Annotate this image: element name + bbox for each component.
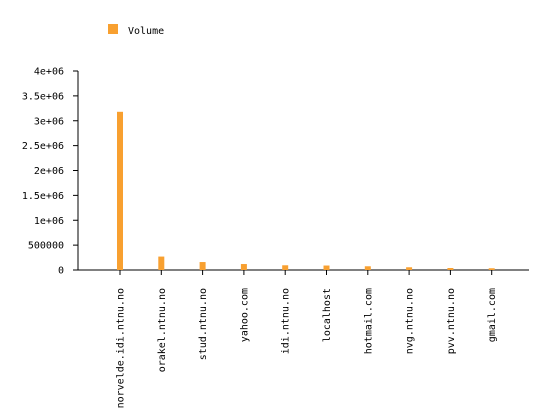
x-tick-label: norvelde.idi.ntnu.no	[116, 288, 127, 408]
x-tick-label: localhost	[322, 288, 333, 342]
bar	[240, 264, 247, 270]
y-tick-label: 1e+06	[34, 216, 64, 227]
x-tick-label: gmail.com	[487, 288, 498, 342]
x-tick-label: orakel.ntnu.no	[157, 288, 168, 372]
legend-swatch-volume	[108, 24, 118, 34]
x-tick-label: yahoo.com	[239, 288, 250, 342]
bar	[447, 268, 454, 270]
bars	[117, 111, 495, 270]
bar	[199, 262, 206, 270]
y-tick-label: 2e+06	[34, 166, 64, 177]
x-tick-label: idi.ntnu.no	[281, 288, 292, 354]
y-tick-label: 3.5e+06	[22, 91, 64, 102]
bar	[117, 111, 123, 270]
bar	[488, 268, 495, 270]
x-axis-ticks: norvelde.idi.ntnu.no orakel.ntnu.no stud.n…	[116, 270, 498, 408]
bar	[158, 256, 165, 270]
x-tick-label: pvv.ntnu.no	[446, 288, 457, 354]
y-tick-label: 3e+06	[34, 116, 64, 127]
axes	[77, 71, 529, 271]
bar	[323, 265, 330, 270]
y-tick-label: 500000	[28, 241, 64, 252]
y-axis-ticks: 0 500000 1e+06 1.5e+06 2e+06 2.5e+06 3e+06 3.5e…	[22, 67, 78, 277]
bar	[282, 265, 289, 270]
x-tick-label: stud.ntnu.no	[198, 288, 209, 360]
bar	[364, 266, 371, 270]
y-tick-label: 1.5e+06	[22, 191, 64, 202]
y-tick-label: 0	[58, 266, 64, 277]
y-tick-label: 4e+06	[34, 67, 64, 78]
x-tick-label: hotmail.com	[363, 288, 374, 354]
x-tick-label: nvg.ntnu.no	[405, 288, 416, 354]
y-tick-label: 2.5e+06	[22, 141, 64, 152]
legend: Volume	[108, 24, 164, 37]
bar	[406, 267, 413, 270]
legend-label-volume: Volume	[128, 26, 164, 37]
